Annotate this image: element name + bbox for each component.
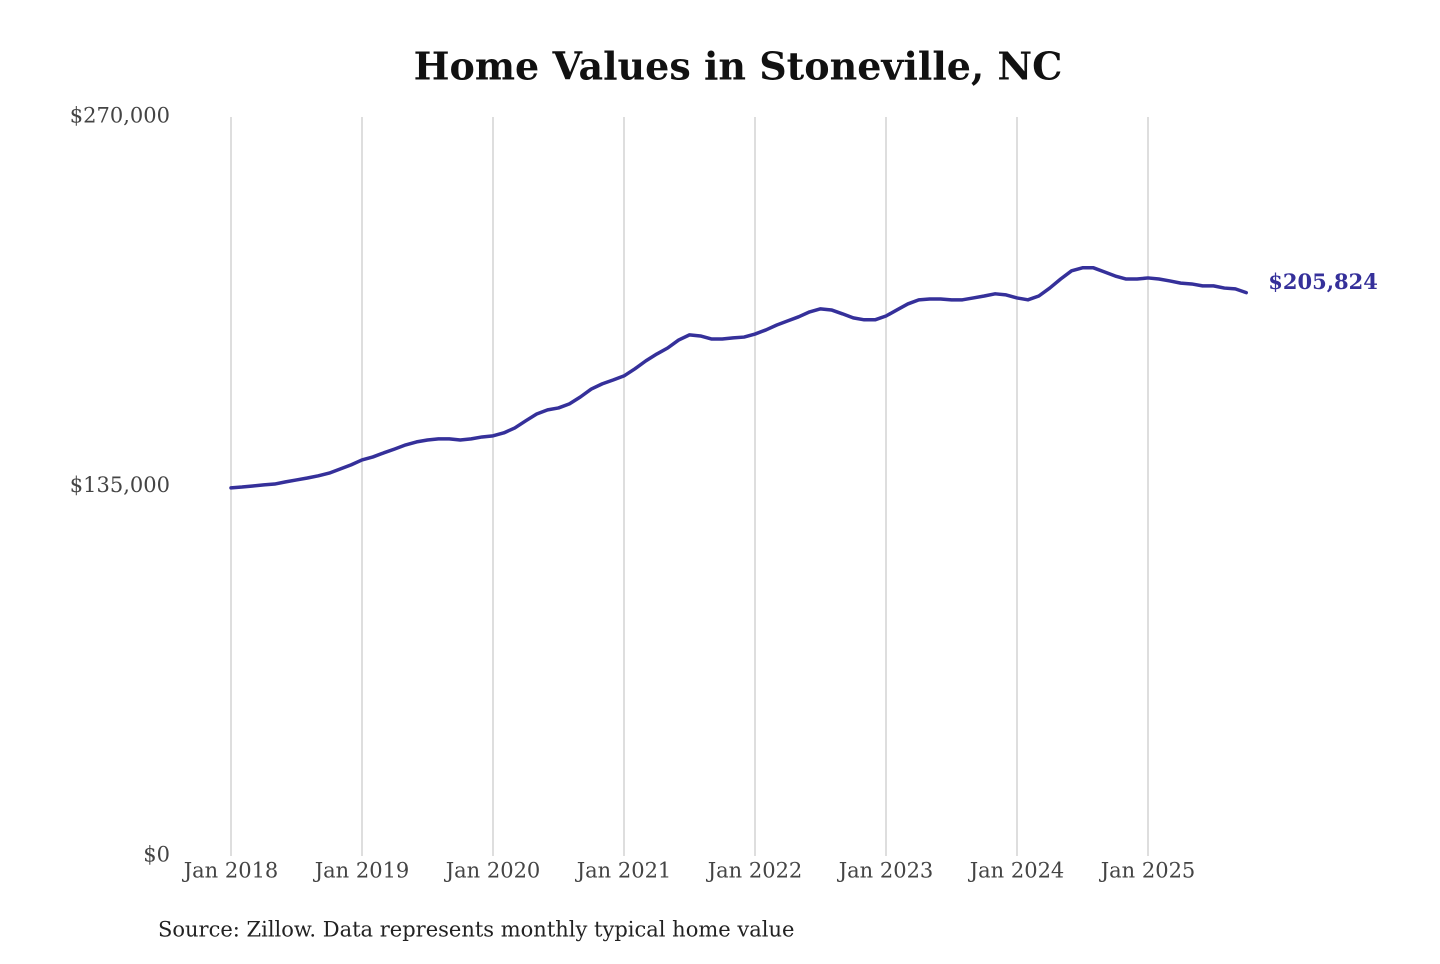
x-tick-label: Jan 2022 (706, 859, 803, 883)
y-tick-label: $135,000 (70, 473, 170, 497)
x-tick-label: Jan 2023 (837, 859, 934, 883)
value-label: $205,824 (1268, 269, 1378, 294)
chart-title: Home Values in Stoneville, NC (414, 44, 1063, 89)
x-tick-label: Jan 2024 (968, 859, 1065, 883)
data-line (229, 266, 1248, 490)
y-tick-label: $0 (143, 843, 170, 867)
x-tick-label: Jan 2021 (575, 859, 672, 883)
x-tick-label: Jan 2019 (313, 859, 410, 883)
x-tick-label: Jan 2025 (1099, 859, 1196, 883)
x-tick-label: Jan 2020 (444, 859, 541, 883)
x-tick-label: Jan 2018 (182, 859, 279, 883)
source-note: Source: Zillow. Data represents monthly … (158, 918, 794, 942)
y-tick-label: $270,000 (70, 104, 170, 128)
